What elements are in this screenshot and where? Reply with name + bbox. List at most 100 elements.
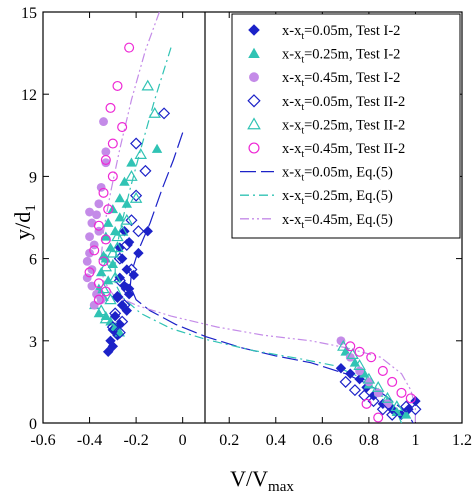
legend-label-rest: =0.05m, Eq.(5) bbox=[304, 165, 393, 181]
legend-label: x-xt=0.05m, Test I-2 bbox=[282, 23, 400, 42]
tick-labels: -0.6 -0.4 -0.2 0 0.2 0.4 0.6 0.8 1 1.2 0 3 6 9 12 15 bbox=[21, 5, 472, 449]
data-point bbox=[130, 137, 143, 150]
legend-label-main: x-x bbox=[282, 70, 302, 86]
data-point bbox=[353, 359, 366, 370]
data-point bbox=[116, 315, 129, 328]
data-point bbox=[85, 232, 94, 242]
data-point bbox=[100, 154, 111, 165]
data-point bbox=[377, 365, 388, 376]
y-tick-label: 6 bbox=[29, 252, 37, 269]
legend-label: x-xt=0.45m, Eq.(5) bbox=[282, 212, 393, 231]
data-point bbox=[362, 372, 376, 384]
data-point bbox=[108, 271, 122, 283]
data-point bbox=[85, 207, 94, 217]
data-point bbox=[85, 248, 94, 258]
data-point bbox=[396, 387, 407, 398]
data-point bbox=[118, 299, 131, 312]
data-point bbox=[121, 305, 132, 316]
data-point bbox=[364, 377, 374, 387]
data-point bbox=[100, 231, 112, 241]
legend-label: x-xt=0.25m, Test I-2 bbox=[282, 47, 400, 66]
legend-label-rest: =0.25m, Test II-2 bbox=[304, 117, 405, 133]
legend-label: x-xt=0.45m, Test I-2 bbox=[282, 70, 400, 89]
legend-entries: x-xt=0.05m, Test I-2x-xt=0.25m, Test I-2… bbox=[240, 23, 405, 231]
data-markers bbox=[82, 42, 422, 423]
data-point bbox=[390, 400, 404, 412]
data-point bbox=[116, 253, 128, 264]
data-point bbox=[409, 403, 422, 416]
legend-entry: x-xt=0.05m, Test I-2 bbox=[248, 23, 400, 42]
legend-label-main: x-x bbox=[282, 23, 302, 39]
legend-label-rest: =0.25m, Eq.(5) bbox=[304, 188, 393, 204]
y-tick-label: 9 bbox=[29, 169, 37, 186]
data-point bbox=[151, 143, 163, 153]
data-point bbox=[89, 240, 99, 250]
data-point bbox=[129, 191, 143, 203]
data-point bbox=[93, 294, 104, 305]
data-point bbox=[111, 230, 124, 242]
legend-marker bbox=[248, 24, 260, 36]
x-axis-label-main: V/V bbox=[230, 466, 268, 491]
data-point bbox=[348, 384, 361, 397]
data-point bbox=[114, 193, 126, 203]
data-point bbox=[99, 117, 108, 127]
legend-marker bbox=[249, 72, 259, 83]
data-point bbox=[355, 366, 364, 376]
data-point bbox=[125, 263, 138, 276]
legend-label-main: x-x bbox=[282, 165, 302, 181]
data-point bbox=[99, 312, 113, 324]
data-point bbox=[371, 380, 385, 392]
legend-label-sub: t bbox=[301, 102, 304, 113]
data-point bbox=[130, 189, 143, 202]
x-tick-label: -0.4 bbox=[77, 432, 102, 449]
legend-label-main: x-x bbox=[282, 188, 302, 204]
data-point bbox=[101, 147, 111, 157]
data-point bbox=[94, 199, 104, 209]
data-point bbox=[100, 234, 111, 245]
legend-label-sub: t bbox=[301, 125, 304, 136]
legend-label-main: x-x bbox=[282, 212, 302, 228]
data-point bbox=[123, 283, 135, 294]
data-point bbox=[123, 289, 135, 300]
legend-label: x-xt=0.05m, Eq.(5) bbox=[282, 165, 393, 184]
data-point bbox=[383, 399, 392, 409]
data-point bbox=[96, 182, 106, 192]
legend-label-sub: t bbox=[301, 78, 304, 89]
legend-marker bbox=[247, 117, 261, 130]
data-point bbox=[97, 282, 110, 294]
data-point bbox=[113, 274, 126, 287]
data-point bbox=[120, 213, 134, 225]
data-point bbox=[410, 395, 421, 407]
data-point bbox=[107, 138, 118, 149]
data-point bbox=[373, 388, 383, 398]
data-point bbox=[400, 409, 412, 419]
legend-marker bbox=[248, 47, 260, 58]
legend-label-rest: =0.05m, Test II-2 bbox=[304, 94, 405, 110]
legend-label-sub: t bbox=[301, 173, 304, 184]
legend-label-rest: =0.05m, Test I-2 bbox=[304, 23, 400, 39]
legend: x-xt=0.05m, Test I-2x-xt=0.25m, Test I-2… bbox=[231, 13, 461, 239]
data-point bbox=[142, 226, 153, 237]
legend-marker bbox=[247, 94, 261, 108]
data-point bbox=[391, 406, 403, 416]
data-point bbox=[345, 368, 356, 379]
data-point bbox=[125, 214, 138, 227]
legend-label-rest: =0.25m, Test I-2 bbox=[304, 47, 400, 63]
data-point bbox=[102, 346, 114, 357]
data-point bbox=[387, 376, 398, 387]
y-axis-label-sub: 1 bbox=[23, 204, 39, 212]
legend-label-rest: =0.45m, Test I-2 bbox=[304, 70, 400, 86]
legend-label-main: x-x bbox=[282, 117, 302, 133]
data-point bbox=[95, 267, 107, 277]
legend-entry: x-xt=0.25m, Test II-2 bbox=[247, 117, 405, 136]
x-tick-label: 0.6 bbox=[312, 432, 332, 449]
x-tick-label: 0.4 bbox=[266, 432, 286, 449]
data-point bbox=[134, 148, 148, 159]
legend-marker bbox=[248, 142, 260, 154]
y-tick-label: 3 bbox=[29, 334, 37, 351]
data-point bbox=[105, 335, 116, 346]
legend-label-sub: t bbox=[301, 149, 304, 160]
data-point bbox=[376, 403, 389, 416]
data-point bbox=[148, 106, 161, 118]
data-point bbox=[103, 204, 114, 215]
